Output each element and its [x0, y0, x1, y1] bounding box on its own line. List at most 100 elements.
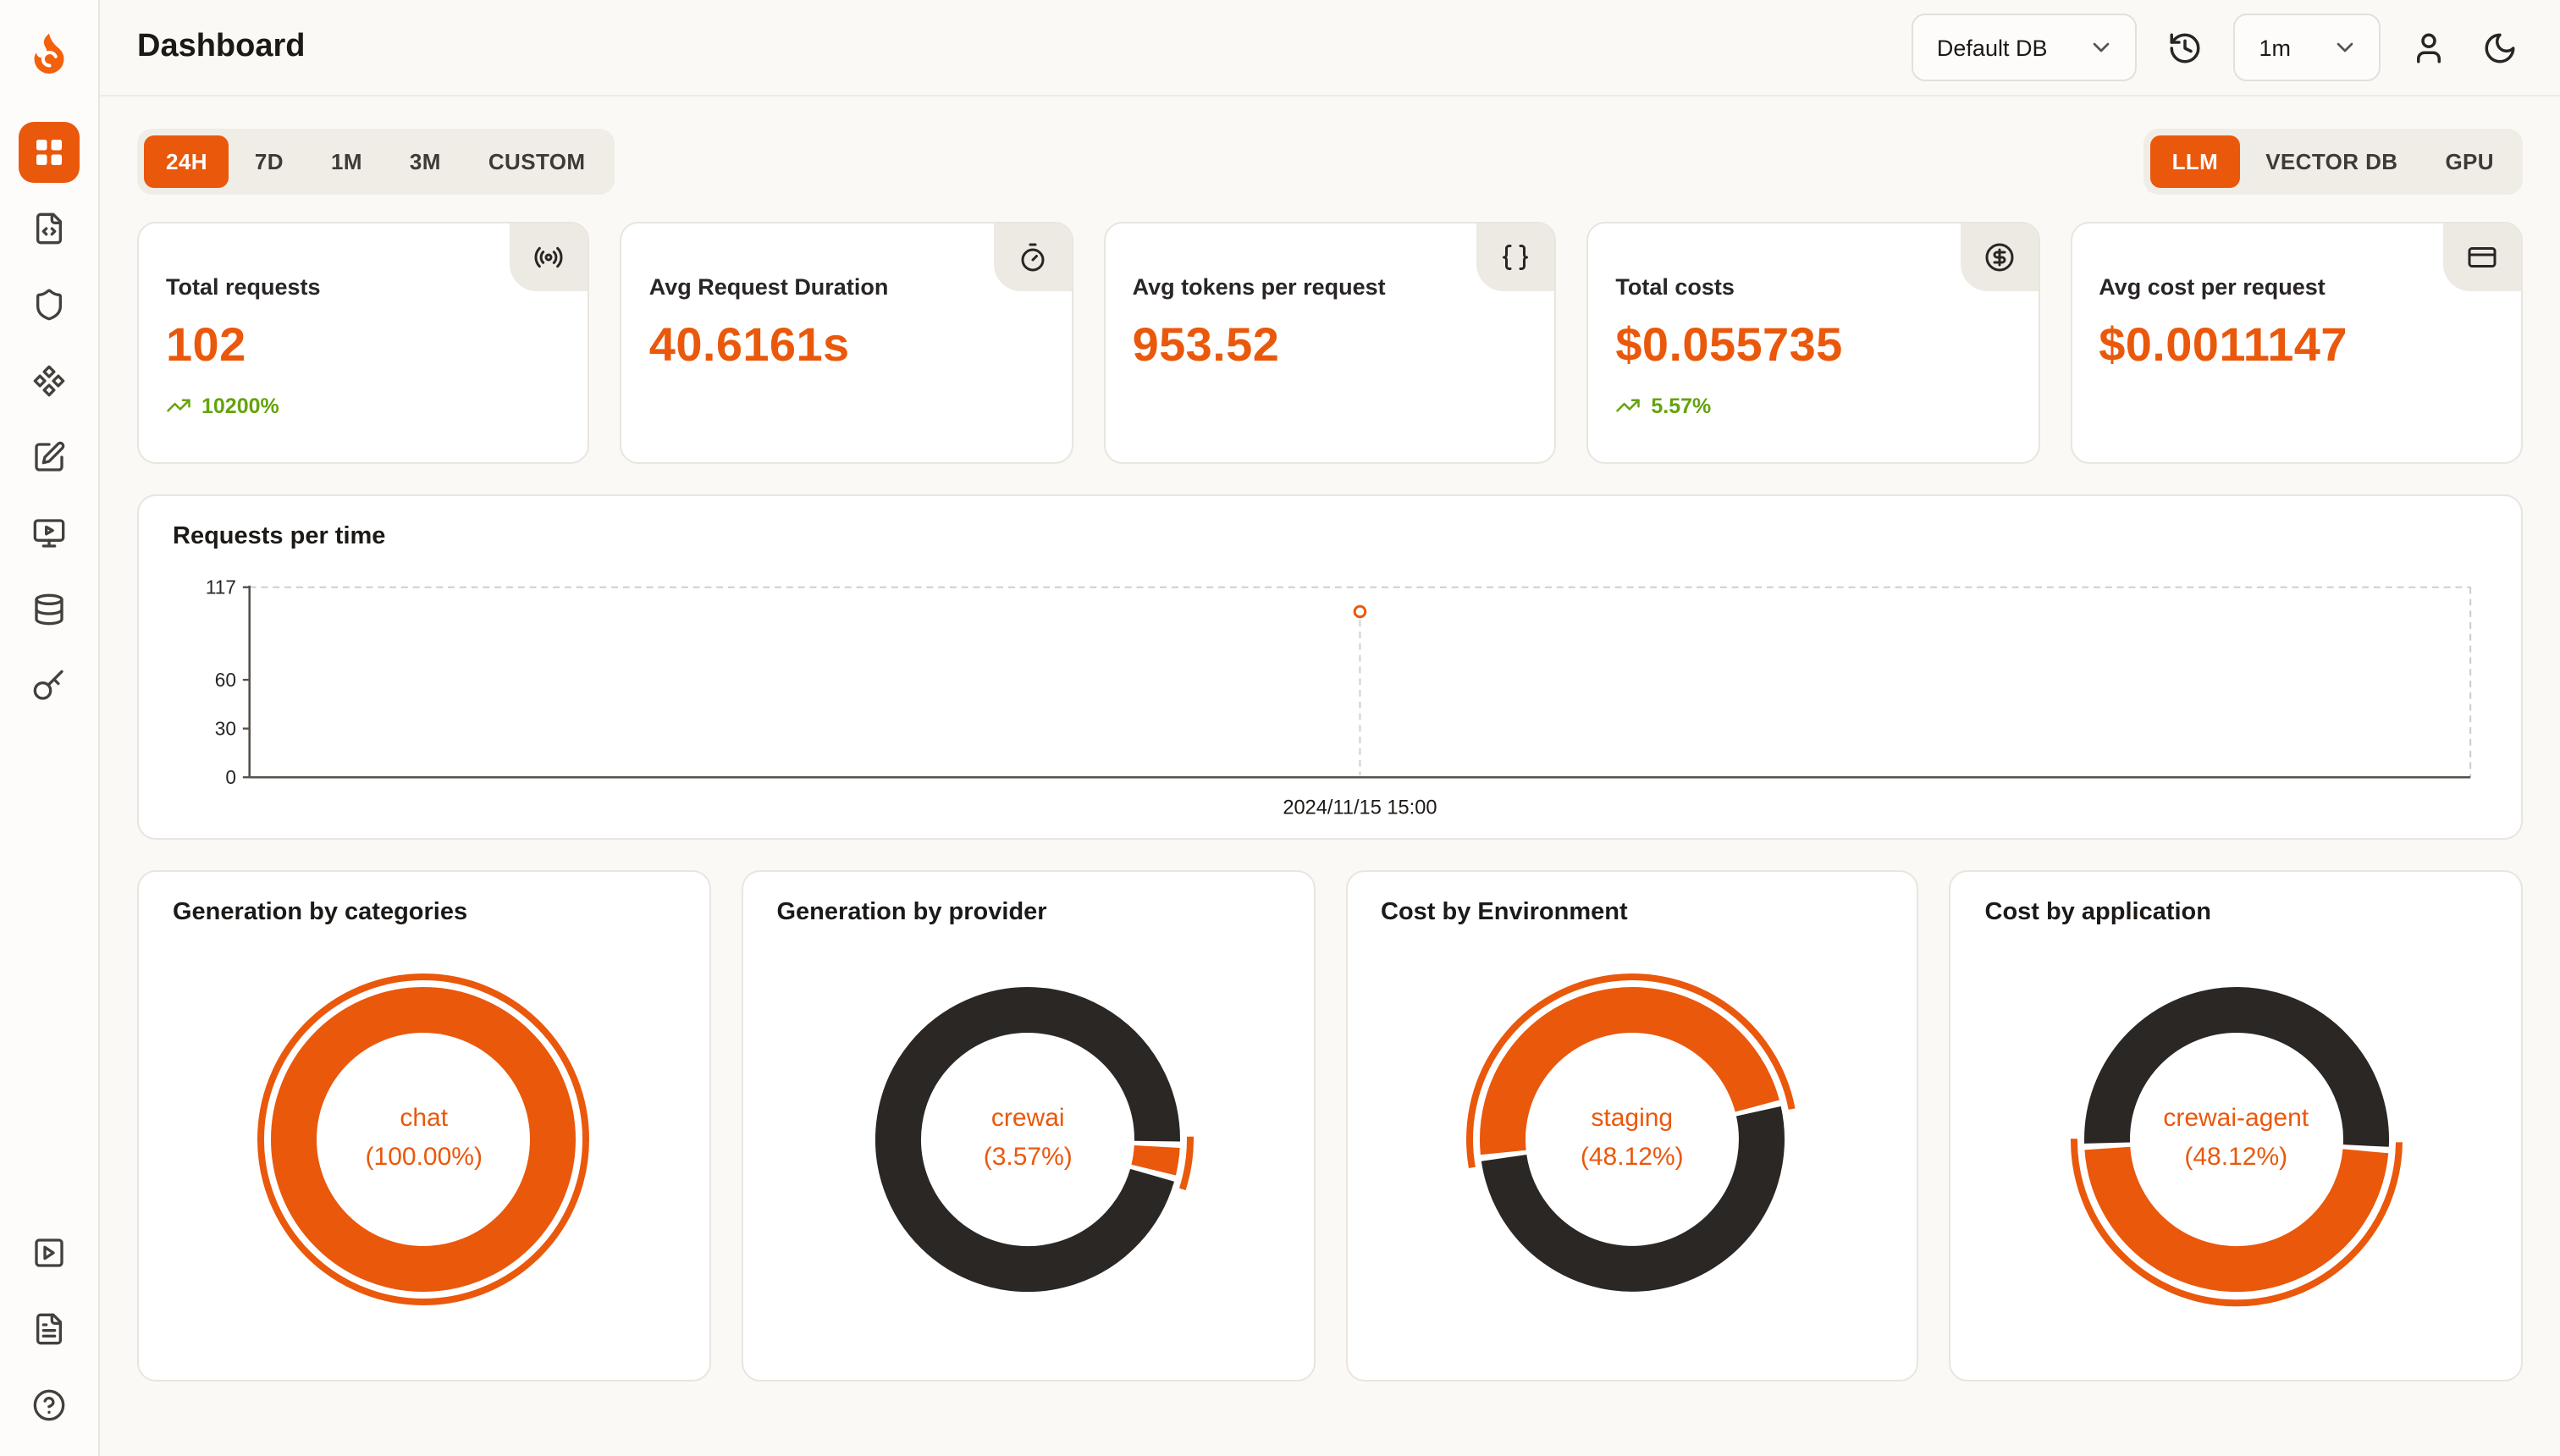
svg-text:2024/11/15 15:00: 2024/11/15 15:00 [1283, 797, 1437, 819]
timer-icon [1021, 243, 1045, 272]
interval-select[interactable]: 1m [2233, 14, 2381, 81]
monitor-play-icon [33, 519, 65, 548]
view-tab-gpu[interactable]: GPU [2423, 135, 2516, 188]
history-icon [2170, 32, 2200, 63]
radio-icon [535, 246, 564, 268]
sidebar-nav [19, 122, 80, 716]
filters-row: 24H 7D 1M 3M CUSTOM LLM VECTOR DB GPU [137, 129, 2523, 195]
time-range-tab-3m[interactable]: 3M [388, 135, 463, 188]
user-menu-button[interactable] [2406, 25, 2452, 70]
sidebar-item-monitor-play[interactable] [19, 503, 80, 564]
sidebar-item-database[interactable] [19, 579, 80, 640]
chart-title: Requests per time [173, 523, 386, 550]
play-square-icon [35, 1238, 63, 1267]
stat-label: Total costs [1615, 274, 1735, 300]
app-logo[interactable] [20, 24, 78, 81]
page-title: Dashboard [137, 29, 306, 64]
donut-chart: crewai (3.57%) [777, 925, 1280, 1352]
sidebar-item-play-square[interactable] [19, 1222, 80, 1283]
sidebar-item-shield[interactable] [19, 274, 80, 335]
stat-trend-value: 5.57% [1651, 394, 1712, 417]
donut-chart-svg[interactable] [858, 969, 1197, 1308]
time-range-tab-1m[interactable]: 1M [309, 135, 384, 188]
donut-chart: crewai-agent (48.12%) [1985, 925, 2488, 1352]
donut-card-title: Generation by provider [776, 898, 1047, 926]
stat-icon-badge [1960, 223, 2039, 291]
file-text-icon [36, 1313, 63, 1345]
chevron-down-icon [2337, 42, 2353, 52]
stat-icon-badge [510, 223, 588, 291]
view-tab-llm[interactable]: LLM [2149, 135, 2241, 188]
stat-card-avg-request-duration: Avg Request Duration 40.6161s [620, 222, 1073, 464]
component-icon [33, 365, 65, 397]
time-range-tab-24h[interactable]: 24H [144, 135, 229, 188]
donut-chart-svg[interactable] [255, 969, 593, 1308]
layout-grid-icon [36, 140, 62, 165]
sidebar-footer-nav [19, 1222, 80, 1436]
sidebar-item-key[interactable] [19, 655, 80, 716]
stat-label: Avg tokens per request [1132, 274, 1386, 300]
donut-chart-svg[interactable] [2066, 969, 2405, 1308]
sidebar-item-file-text[interactable] [19, 1299, 80, 1359]
moon-icon [2485, 32, 2515, 63]
requests-line-chart[interactable]: 117 60 30 0 2024/11/15 15:00 [173, 571, 2487, 824]
donut-card-generation-by-provider: Generation by provider crewai (3.57%) [741, 869, 1315, 1382]
stat-value: 40.6161s [648, 318, 850, 371]
interval-select-value: 1m [2259, 35, 2291, 60]
braces-icon [1503, 245, 1529, 270]
header-controls: Default DB 1m [1911, 14, 2523, 81]
donut-card-cost-by-application: Cost by application crewai-agent (48.12%… [1949, 869, 2523, 1382]
requests-line-chart-svg: 117 60 30 0 2024/11/15 15:00 [206, 576, 2472, 819]
donut-card-cost-by-environment: Cost by Environment staging (48.12%) [1345, 869, 1919, 1382]
time-range-tabs: 24H 7D 1M 3M CUSTOM [137, 129, 615, 195]
help-circle-icon [33, 1389, 65, 1421]
refresh-history-button[interactable] [2162, 25, 2208, 70]
flame-logo-icon [34, 33, 64, 74]
sidebar-item-file-code[interactable] [19, 198, 80, 259]
stat-label: Avg cost per request [2099, 274, 2326, 300]
time-range-tab-7d[interactable]: 7D [233, 135, 306, 188]
trending-up-icon [1616, 399, 1641, 412]
shield-icon [36, 289, 63, 321]
stat-card-total-requests: Total requests 102 10200% [137, 222, 590, 464]
donut-card-title: Cost by Environment [1381, 898, 1628, 926]
view-tab-vector-db[interactable]: VECTOR DB [2243, 135, 2419, 188]
sidebar-item-help[interactable] [19, 1375, 80, 1436]
stat-label: Total requests [166, 274, 321, 300]
stat-value: $0.055735 [1615, 318, 1843, 371]
stat-trend-value: 10200% [201, 394, 279, 417]
svg-text:60: 60 [215, 669, 236, 691]
database-select-value: Default DB [1936, 35, 2048, 60]
sidebar-item-square-pen[interactable] [19, 427, 80, 488]
donut-card-title: Cost by application [1984, 898, 2212, 926]
view-tabs: LLM VECTOR DB GPU [2143, 129, 2523, 195]
svg-text:30: 30 [215, 718, 236, 740]
time-range-tab-custom[interactable]: CUSTOM [466, 135, 608, 188]
stat-icon-badge [1476, 223, 1555, 291]
chevron-down-icon-slot [2088, 34, 2115, 61]
sidebar-item-component[interactable] [19, 350, 80, 411]
donut-card-title: Generation by categories [173, 898, 468, 926]
donut-chart-svg[interactable] [1463, 969, 1801, 1308]
user-icon [2417, 32, 2441, 63]
database-select[interactable]: Default DB [1911, 14, 2138, 81]
svg-text:0: 0 [225, 766, 236, 788]
content: 24H 7D 1M 3M CUSTOM LLM VECTOR DB GPU Total re… [100, 97, 2560, 1456]
stat-card-total-costs: Total costs $0.055735 5.57% [1586, 222, 2040, 464]
square-pen-icon [35, 441, 65, 472]
requests-per-time-card: Requests per time 117 60 30 0 2024/11/15 15:… [137, 494, 2523, 840]
stat-value: $0.0011147 [2099, 318, 2348, 371]
stat-label: Avg Request Duration [648, 274, 889, 300]
stat-card-avg-tokens-per-request: Avg tokens per request 953.52 [1103, 222, 1557, 464]
header: Dashboard Default DB 1m [100, 0, 2560, 97]
sidebar-item-dashboard[interactable] [19, 122, 80, 183]
credit-card-icon [2468, 247, 2497, 267]
theme-toggle-button[interactable] [2477, 25, 2523, 70]
sidebar [0, 0, 100, 1456]
donut-cards-row: Generation by categories chat (100.00%) … [137, 869, 2523, 1382]
circle-dollar-icon [1984, 243, 2013, 272]
main-area: Dashboard Default DB 1m 24H 7D 1M 3M CUSTOM … [100, 0, 2560, 1456]
chevron-down-icon-slot [2331, 34, 2359, 61]
key-icon [33, 670, 63, 700]
data-point[interactable] [1353, 604, 1367, 619]
